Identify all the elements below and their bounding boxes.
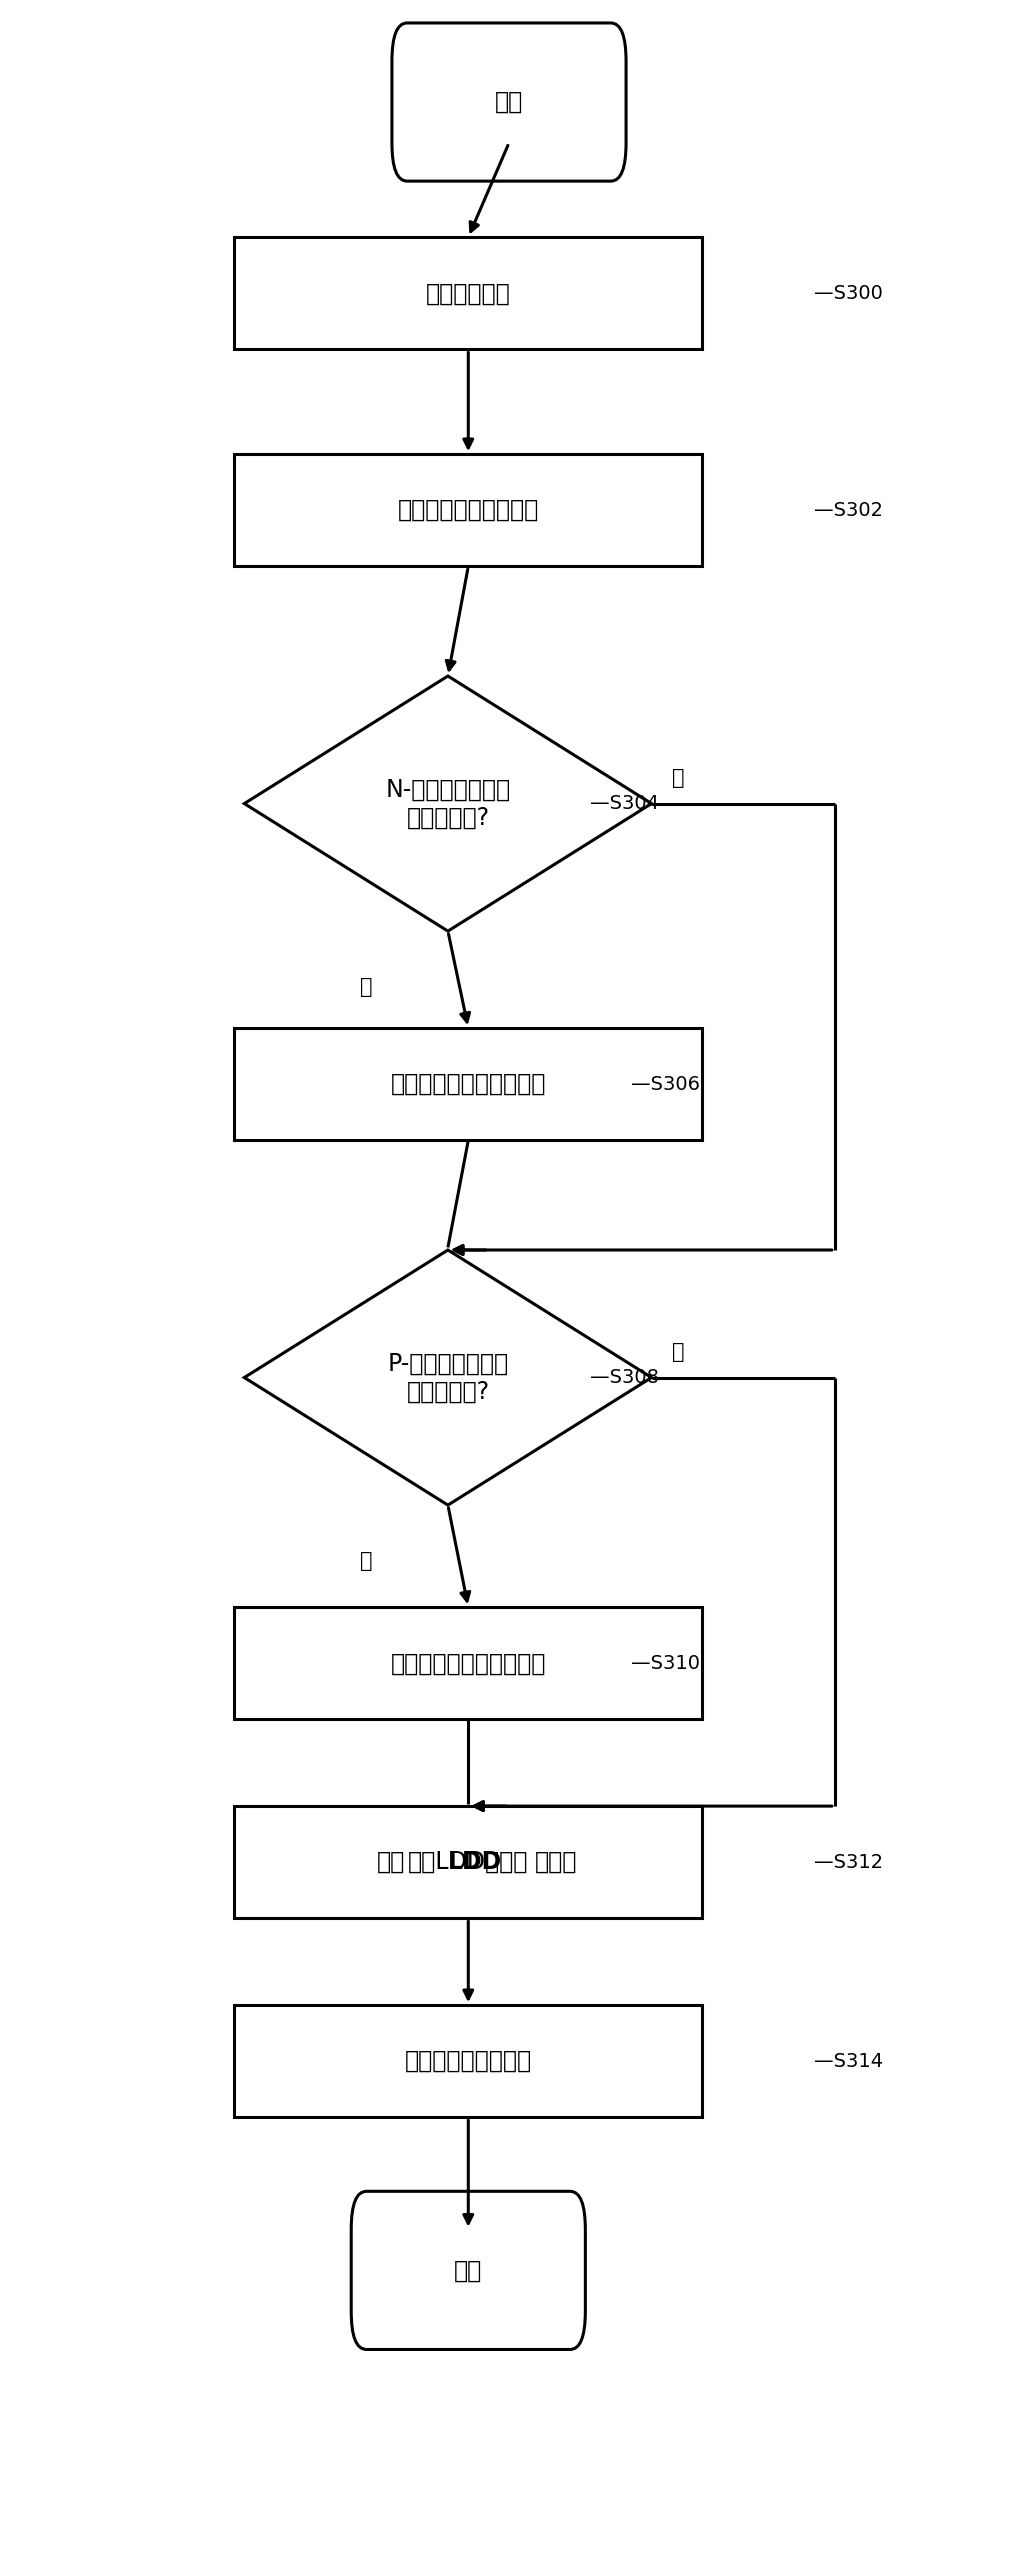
Text: 结束: 结束 (454, 2258, 483, 2283)
Text: LDD: LDD (448, 1849, 502, 1875)
Text: —S314: —S314 (814, 2051, 884, 2071)
Text: 存储子单元中的变化: 存储子单元中的变化 (405, 2048, 531, 2074)
FancyBboxPatch shape (392, 23, 626, 181)
Text: —S310: —S310 (631, 1653, 700, 1673)
Bar (234, 1806, 702, 1918)
Text: 虚拟区: 虚拟区 (534, 1849, 577, 1875)
Text: P-注入区和电阻区
彼此重叠吗?: P-注入区和电阻区 彼此重叠吗? (388, 1352, 508, 1403)
Text: 产生: 产生 (377, 1849, 405, 1875)
Bar (234, 1607, 702, 1719)
Text: 是: 是 (360, 1551, 373, 1571)
Polygon shape (244, 676, 652, 931)
Text: —S308: —S308 (590, 1367, 660, 1388)
Text: —S312: —S312 (814, 1852, 884, 1872)
Text: 否: 否 (672, 768, 684, 788)
Bar (234, 2005, 702, 2117)
Text: 产生LDD虚拟区: 产生LDD虚拟区 (408, 1849, 528, 1875)
Text: 添加形状信息到重叠列表: 添加形状信息到重叠列表 (391, 1071, 546, 1097)
Polygon shape (244, 1250, 652, 1505)
Text: 提取单元列表: 提取单元列表 (426, 281, 511, 306)
Text: 否: 否 (672, 1342, 684, 1362)
Bar (234, 1028, 702, 1140)
Bar (234, 454, 702, 566)
Text: 检索每个单元的子单元: 检索每个单元的子单元 (398, 497, 539, 523)
Bar (234, 237, 702, 349)
Text: 是: 是 (360, 977, 373, 997)
Text: 添加形状信息到重叠列表: 添加形状信息到重叠列表 (391, 1650, 546, 1676)
Text: —S306: —S306 (631, 1074, 700, 1094)
Text: —S302: —S302 (814, 500, 884, 520)
Text: 开始: 开始 (495, 89, 523, 115)
Text: —S300: —S300 (814, 283, 884, 304)
Bar (245, 1834, 691, 1890)
Text: N-注入区和电阻区
彼此重叠吗?: N-注入区和电阻区 彼此重叠吗? (386, 778, 510, 829)
Text: —S304: —S304 (590, 793, 660, 814)
FancyBboxPatch shape (351, 2191, 585, 2349)
